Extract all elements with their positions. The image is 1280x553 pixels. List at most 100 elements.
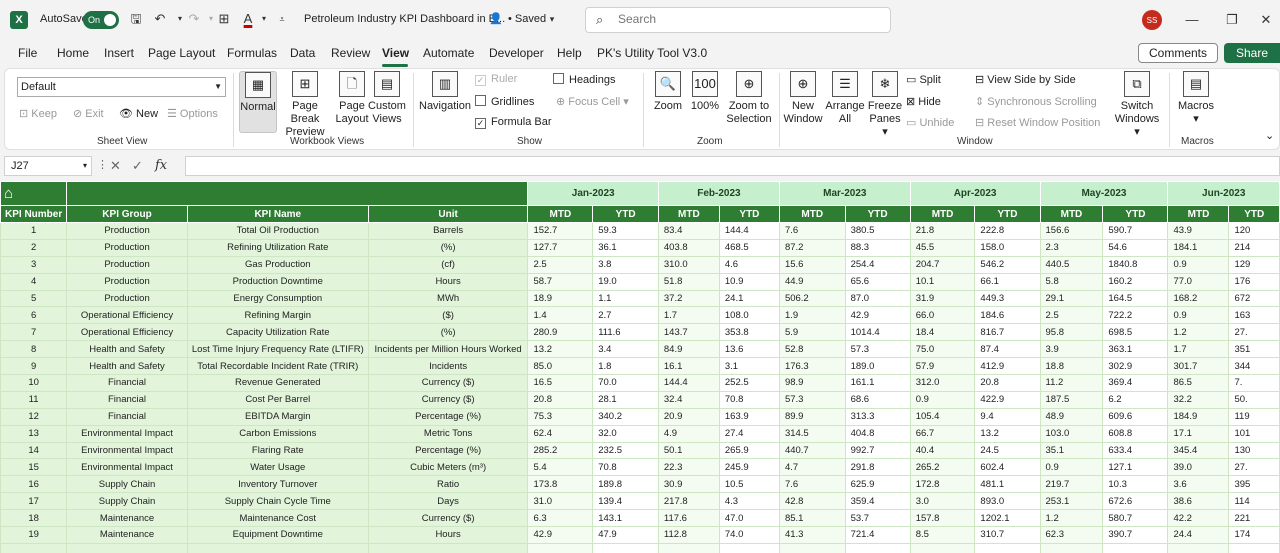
mtd-value-cell[interactable]: 83.4 — [657, 222, 720, 240]
ytd-value-cell[interactable]: 74.0 — [718, 526, 780, 544]
tab-insert[interactable]: Insert — [104, 46, 135, 60]
kpi-name-cell[interactable]: EBITDA Margin — [186, 407, 369, 426]
mtd-value-cell[interactable]: 50.1 — [657, 441, 720, 460]
kpi-group-cell[interactable]: Production — [66, 255, 188, 274]
mtd-value-cell[interactable]: 40.4 — [909, 441, 976, 460]
ytd-value-cell[interactable]: 163 — [1228, 306, 1280, 325]
search-box[interactable]: ⌕ — [585, 7, 891, 33]
mtd-value-cell[interactable]: 29.1 — [1039, 289, 1104, 308]
kpi-group-cell[interactable]: Maintenance — [66, 526, 188, 544]
mtd-value-cell[interactable]: 217.8 — [657, 492, 720, 511]
mtd-value-cell[interactable]: 112.8 — [657, 526, 720, 544]
unit-cell[interactable]: Hours — [367, 272, 529, 291]
formula-bar-checkbox[interactable]: ✓ Formula Bar — [475, 116, 552, 129]
mtd-value-cell[interactable]: 38.6 — [1167, 492, 1230, 511]
kpi-group-cell[interactable]: Financial — [66, 407, 188, 426]
ytd-value-cell[interactable]: 291.8 — [844, 458, 911, 477]
kpi-group-cell[interactable]: Production — [66, 272, 188, 291]
kpi-name-cell[interactable]: Total Oil Production — [186, 222, 369, 240]
undo-icon[interactable]: ↶ — [154, 11, 166, 26]
kpi-number-cell[interactable]: 16 — [0, 475, 68, 494]
headings-checkbox[interactable]: Headings — [553, 73, 615, 86]
macros-button[interactable]: ▤ Macros ▾ — [1175, 71, 1217, 133]
mtd-value-cell[interactable]: 2.5 — [1039, 306, 1104, 325]
insert-function-icon[interactable]: fx — [155, 158, 168, 173]
kpi-number-cell[interactable]: 3 — [0, 255, 68, 274]
empty-cell[interactable] — [1039, 542, 1104, 553]
ytd-value-cell[interactable]: 119 — [1228, 407, 1280, 426]
mtd-value-cell[interactable]: 31.0 — [527, 492, 594, 511]
ytd-value-cell[interactable]: 363.1 — [1102, 340, 1169, 359]
ytd-value-cell[interactable]: 139.4 — [592, 492, 659, 511]
ytd-value-cell[interactable]: 9.4 — [974, 407, 1041, 426]
ytd-value-cell[interactable]: 340.2 — [592, 407, 659, 426]
mtd-value-cell[interactable]: 117.6 — [657, 509, 720, 528]
mtd-value-cell[interactable]: 62.4 — [527, 424, 594, 443]
kpi-number-cell[interactable]: 10 — [0, 374, 68, 392]
unit-cell[interactable]: Currency ($) — [367, 390, 529, 409]
unit-cell[interactable]: Incidents — [367, 357, 529, 376]
ytd-value-cell[interactable]: 189.0 — [844, 357, 911, 376]
ytd-value-cell[interactable]: 468.5 — [718, 238, 780, 257]
tab-data[interactable]: Data — [290, 46, 316, 60]
kpi-name-cell[interactable]: Flaring Rate — [186, 441, 369, 460]
mtd-value-cell[interactable]: 3.6 — [1167, 475, 1230, 494]
mtd-value-cell[interactable]: 7.6 — [778, 475, 846, 494]
redo-icon[interactable]: ↷ — [188, 11, 200, 26]
kpi-group-cell[interactable]: Production — [66, 238, 188, 257]
ytd-value-cell[interactable]: 608.8 — [1102, 424, 1169, 443]
ytd-value-cell[interactable]: 481.1 — [974, 475, 1041, 494]
mtd-value-cell[interactable]: 3.0 — [909, 492, 976, 511]
mtd-value-cell[interactable]: 280.9 — [527, 323, 594, 342]
mtd-value-cell[interactable]: 506.2 — [778, 289, 846, 308]
ytd-value-cell[interactable]: 344 — [1228, 357, 1280, 376]
kpi-group-cell[interactable]: Health and Safety — [66, 340, 188, 359]
unit-cell[interactable]: Hours — [367, 526, 529, 544]
options-button[interactable]: ☰ Options — [167, 108, 218, 120]
freeze-panes-button[interactable]: ❄ Freeze Panes ▾ — [866, 71, 904, 138]
cancel-icon[interactable]: ✕ — [110, 158, 121, 173]
mtd-value-cell[interactable]: 301.7 — [1167, 357, 1230, 376]
mtd-value-cell[interactable]: 176.3 — [778, 357, 846, 376]
zoom-to-selection-button[interactable]: ⊕ Zoom to Selection — [723, 71, 775, 133]
mtd-value-cell[interactable]: 5.9 — [778, 323, 846, 342]
tab-pk-utility[interactable]: PK's Utility Tool V3.0 — [597, 46, 708, 60]
kpi-name-cell[interactable]: Lost Time Injury Frequency Rate (LTIFR) — [186, 340, 369, 359]
mtd-value-cell[interactable]: 6.3 — [527, 509, 594, 528]
mtd-value-cell[interactable]: 84.9 — [657, 340, 720, 359]
kpi-name-cell[interactable]: Refining Margin — [186, 306, 369, 325]
ytd-value-cell[interactable]: 158.0 — [974, 238, 1041, 257]
mtd-value-cell[interactable]: 57.9 — [909, 357, 976, 376]
name-box[interactable]: J27 ▾ — [4, 156, 92, 176]
ytd-value-cell[interactable]: 111.6 — [592, 323, 659, 342]
mtd-value-cell[interactable]: 18.8 — [1039, 357, 1104, 376]
ytd-value-cell[interactable]: 310.7 — [974, 526, 1041, 544]
mtd-value-cell[interactable]: 168.2 — [1167, 289, 1230, 308]
ytd-value-cell[interactable]: 380.5 — [844, 222, 911, 240]
ytd-value-cell[interactable]: 65.6 — [844, 272, 911, 291]
mtd-value-cell[interactable]: 312.0 — [909, 374, 976, 392]
mtd-value-cell[interactable]: 127.7 — [527, 238, 594, 257]
close-icon[interactable]: ✕ — [1260, 12, 1272, 27]
empty-cell[interactable] — [718, 542, 780, 553]
kpi-name-cell[interactable]: Equipment Downtime — [186, 526, 369, 544]
mtd-value-cell[interactable]: 31.9 — [909, 289, 976, 308]
ytd-value-cell[interactable]: 353.8 — [718, 323, 780, 342]
ytd-value-cell[interactable]: 222.8 — [974, 222, 1041, 240]
mtd-value-cell[interactable]: 16.5 — [527, 374, 594, 392]
ytd-value-cell[interactable]: 625.9 — [844, 475, 911, 494]
unit-cell[interactable]: Days — [367, 492, 529, 511]
unit-cell[interactable]: (%) — [367, 238, 529, 257]
navigation-button[interactable]: ▥ Navigation — [419, 71, 471, 133]
ytd-value-cell[interactable]: 1014.4 — [844, 323, 911, 342]
ytd-value-cell[interactable]: 42.9 — [844, 306, 911, 325]
ytd-value-cell[interactable]: 144.4 — [718, 222, 780, 240]
autosave-toggle[interactable]: On — [83, 11, 119, 29]
kpi-name-cell[interactable]: Energy Consumption — [186, 289, 369, 308]
ytd-value-cell[interactable]: 893.0 — [974, 492, 1041, 511]
kpi-name-cell[interactable]: Total Recordable Incident Rate (TRIR) — [186, 357, 369, 376]
mtd-value-cell[interactable]: 17.1 — [1167, 424, 1230, 443]
ytd-value-cell[interactable]: 101 — [1228, 424, 1280, 443]
mtd-value-cell[interactable]: 5.4 — [527, 458, 594, 477]
tab-home[interactable]: Home — [57, 46, 90, 60]
